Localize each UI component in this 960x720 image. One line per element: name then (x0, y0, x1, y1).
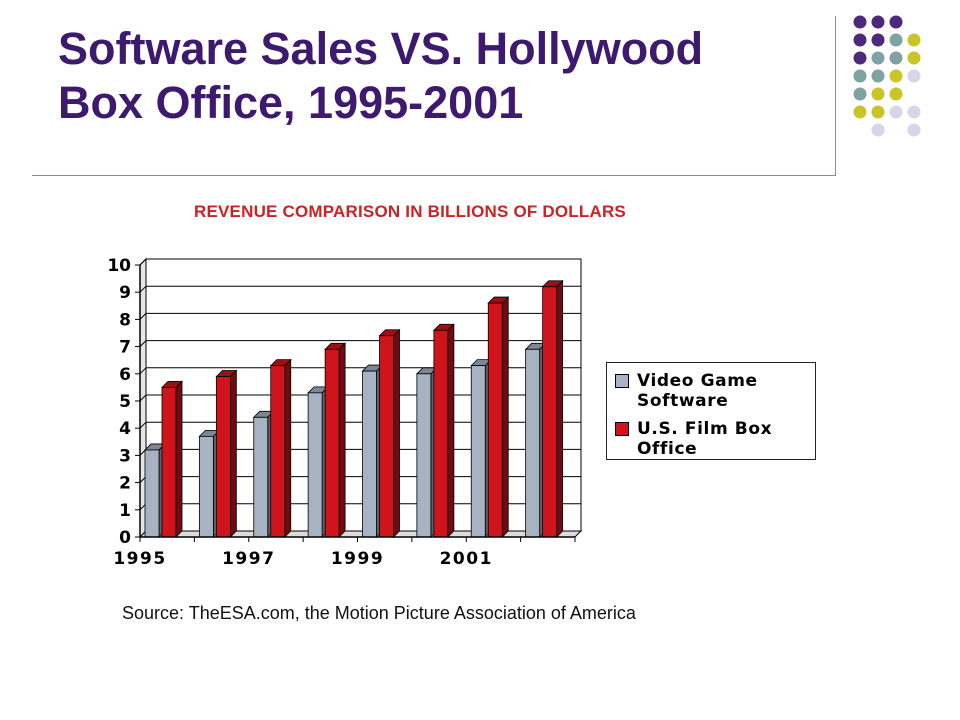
y-tick-label: 2 (119, 474, 131, 494)
x-tick-label: 1997 (222, 549, 275, 569)
y-tick-label: 8 (119, 310, 131, 330)
title-divider-vertical (835, 16, 836, 176)
chart-title: REVENUE COMPARISON IN BILLIONS OF DOLLAR… (194, 202, 626, 221)
y-tick-label: 1 (119, 501, 131, 521)
gridline-side (139, 367, 147, 375)
gridline-side (139, 340, 147, 347)
y-tick-label: 5 (119, 392, 131, 412)
bar-film-1997 (270, 365, 286, 538)
bar-side (229, 369, 237, 538)
x-tick-label: 2001 (440, 549, 493, 569)
y-tick-label: 4 (119, 419, 131, 439)
gridline-side (139, 394, 147, 402)
legend-item-video-game-software: Video Game Software (615, 371, 817, 411)
plot-area: 0 1 2 3 4 5 6 7 8 9 10 1995 1997 1999 2001 (107, 256, 583, 569)
legend-label-software: Video Game Software (637, 371, 758, 411)
source-note: Source: TheESA.com, the Motion Picture A… (122, 603, 636, 623)
bar-software-2001 (470, 365, 486, 538)
bar-software-2000 (416, 373, 432, 538)
bar-side (284, 358, 292, 538)
bar-side (556, 279, 564, 538)
bar-film-1996 (215, 376, 231, 538)
bar-software-1998 (307, 392, 323, 538)
bar-software-1996 (198, 435, 214, 538)
y-tick-label: 0 (119, 528, 131, 548)
bar-film-1995 (161, 386, 177, 538)
bar-film-2000 (433, 329, 449, 538)
x-tick-label: 1999 (331, 549, 384, 569)
legend-swatch-software (615, 374, 629, 388)
bar-film-1998 (324, 348, 340, 538)
legend-item-film-box-office: U.S. Film Box Office (615, 419, 817, 459)
bar-software-2002 (525, 348, 541, 538)
bar-software-1995 (144, 449, 160, 538)
y-tick-label: 3 (119, 446, 131, 466)
gridline-side (139, 285, 147, 293)
gridline-side (139, 421, 147, 429)
x-tick-label: 1995 (113, 549, 166, 569)
bar-side (338, 342, 346, 538)
chart-legend: Video Game Software U.S. Film Box Office (606, 362, 816, 460)
y-tick-label: 7 (119, 338, 131, 358)
bar-side (175, 380, 183, 538)
bar-side (447, 323, 455, 538)
bar-film-1999 (379, 335, 394, 538)
bar-side (501, 296, 509, 538)
y-tick-label: 9 (119, 283, 131, 303)
title-divider-horizontal (32, 175, 835, 176)
legend-label-film: U.S. Film Box Office (637, 419, 773, 459)
gridline-side (139, 313, 147, 320)
bar-film-2002 (542, 286, 558, 538)
bar-side (393, 328, 400, 538)
slide-title: Software Sales VS. Hollywood Box Office,… (58, 23, 704, 128)
bar-software-1997 (253, 416, 269, 538)
legend-swatch-film (615, 422, 629, 436)
bar-software-1999 (362, 370, 377, 538)
y-tick-label: 10 (107, 256, 131, 276)
gridline-side (139, 258, 147, 266)
bar-film-2001 (487, 302, 503, 538)
y-tick-label: 6 (119, 365, 131, 385)
